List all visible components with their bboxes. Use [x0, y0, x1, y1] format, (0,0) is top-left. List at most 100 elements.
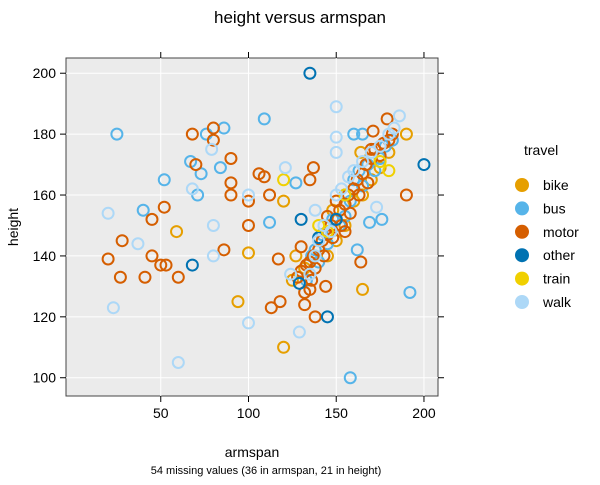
missing-values-note: 54 missing values (36 in armspan, 21 in … — [151, 465, 382, 477]
axis-ticks: 50 100 150 200 100 120 140 160 180 200 — [33, 52, 444, 421]
point-motor — [171, 270, 185, 284]
legend-label-other: other — [543, 247, 575, 263]
legend-marker-motor — [515, 224, 529, 239]
point-walk — [329, 130, 343, 144]
point-train — [382, 164, 396, 178]
point-motor — [113, 270, 127, 284]
point-motor — [354, 255, 368, 269]
point-walk — [370, 200, 384, 214]
y-tick-label: 160 — [33, 187, 57, 203]
point-motor — [257, 170, 271, 184]
point-motor — [380, 112, 394, 126]
point-bus — [257, 112, 271, 126]
point-motor — [241, 194, 255, 208]
point-motor — [115, 234, 129, 248]
point-bike — [320, 249, 334, 263]
point-motor — [317, 249, 331, 263]
legend-label-bus: bus — [543, 200, 566, 216]
x-axis-label: armspan — [225, 444, 279, 460]
point-motor — [385, 127, 399, 141]
point-walk — [356, 155, 370, 169]
point-other — [329, 212, 343, 226]
point-motor — [366, 124, 380, 138]
point-motor — [308, 310, 322, 324]
point-walk — [303, 267, 317, 281]
point-motor — [145, 249, 159, 263]
point-motor — [303, 173, 317, 187]
point-walk — [364, 145, 378, 159]
point-motor — [264, 301, 278, 315]
point-motor — [361, 176, 375, 190]
point-motor — [206, 121, 220, 135]
point-motor — [399, 188, 413, 202]
point-motor — [338, 225, 352, 239]
point-bike — [241, 246, 255, 260]
point-walk — [292, 325, 306, 339]
legend-marker-walk — [515, 295, 529, 309]
y-axis-label: height — [5, 208, 21, 246]
point-motor — [224, 188, 238, 202]
point-walk — [392, 109, 406, 123]
point-bike — [231, 295, 245, 309]
point-bike — [277, 194, 291, 208]
point-bike — [277, 340, 291, 354]
point-bus — [110, 127, 124, 141]
point-walk — [278, 161, 292, 175]
point-bike — [356, 282, 370, 296]
point-walk — [171, 356, 185, 370]
y-tick-label: 200 — [33, 65, 57, 81]
point-motor — [329, 194, 343, 208]
point-motor — [224, 176, 238, 190]
point-bus — [343, 371, 357, 385]
point-motor — [185, 127, 199, 141]
point-train — [312, 218, 326, 232]
legend-marker-other — [515, 248, 529, 263]
point-motor — [343, 206, 357, 220]
point-bike — [338, 218, 352, 232]
point-walk — [106, 301, 120, 315]
point-walk — [312, 234, 326, 248]
point-motor — [273, 295, 287, 309]
point-bike — [170, 225, 184, 239]
point-other — [417, 158, 431, 172]
point-bike — [399, 127, 413, 141]
point-bus — [136, 203, 150, 217]
x-tick-label: 200 — [412, 405, 436, 421]
point-train — [373, 155, 387, 169]
x-tick-label: 50 — [153, 405, 169, 421]
point-motor — [206, 133, 220, 147]
point-motor — [306, 161, 320, 175]
point-motor — [154, 258, 168, 272]
legend-marker-bike — [515, 178, 529, 192]
point-other — [292, 276, 306, 290]
y-tick-label: 120 — [33, 309, 57, 325]
point-walk — [329, 100, 343, 114]
legend-label-bike: bike — [543, 177, 569, 193]
point-walk — [284, 267, 298, 281]
point-walk — [185, 182, 199, 196]
point-train — [277, 173, 291, 187]
point-motor — [145, 212, 159, 226]
point-walk — [241, 188, 255, 202]
point-motor — [138, 270, 152, 284]
x-tick-label: 150 — [325, 405, 349, 421]
point-walk — [347, 164, 361, 178]
legend-title: travel — [524, 142, 558, 158]
legend-label-train: train — [543, 271, 570, 287]
point-motor — [373, 148, 387, 162]
point-walk — [324, 225, 338, 239]
legend-label-walk: walk — [542, 294, 572, 310]
point-motor — [224, 151, 238, 165]
legend-marker-train — [515, 271, 529, 286]
point-bus — [363, 215, 377, 229]
point-other — [320, 310, 334, 324]
point-walk — [308, 203, 322, 217]
point-walk — [241, 316, 255, 330]
point-motor — [305, 273, 319, 287]
point-walk — [373, 139, 387, 153]
point-motor — [291, 270, 305, 284]
y-tick-label: 140 — [33, 248, 57, 264]
point-bus — [375, 212, 389, 226]
point-motor — [157, 200, 171, 214]
